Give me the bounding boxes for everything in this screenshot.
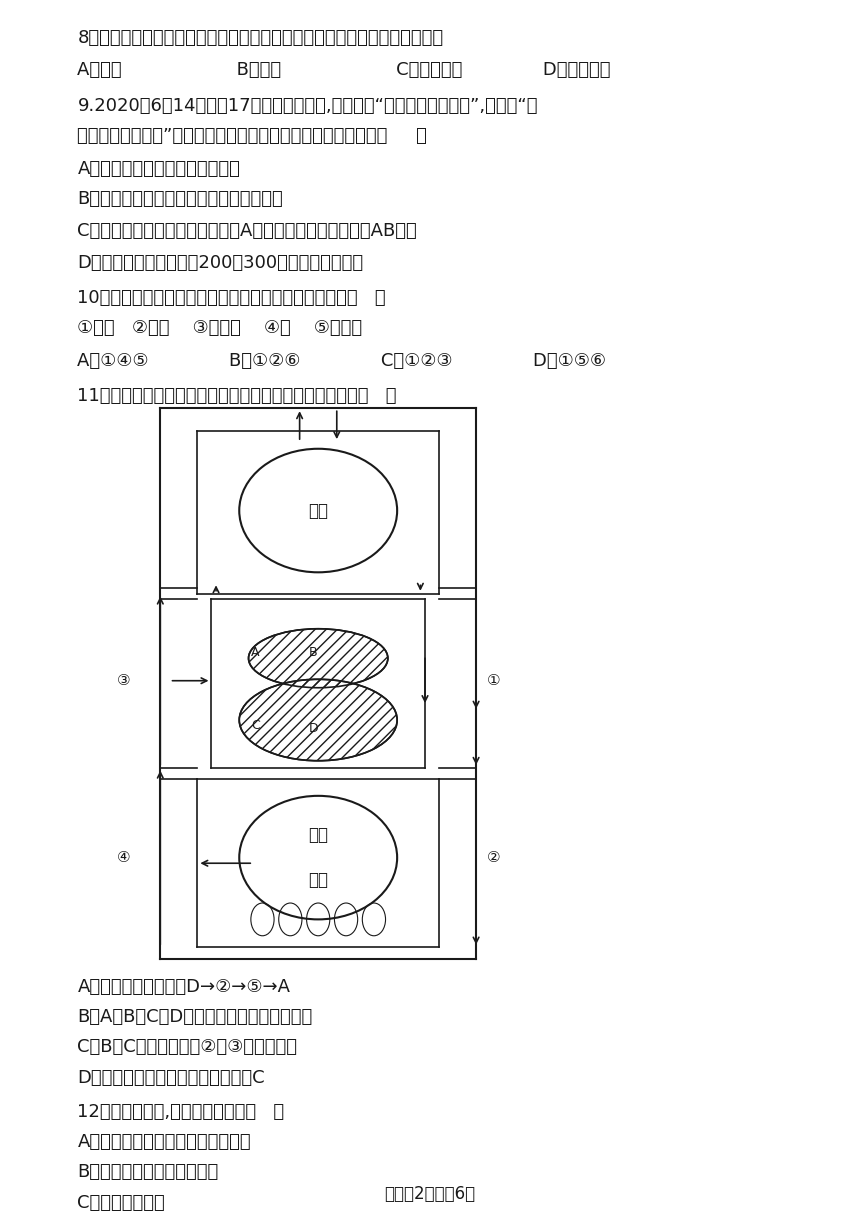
Text: 11．如图为人体血液循环示意图。下列相关描述正确的是（   ）: 11．如图为人体血液循环示意图。下列相关描述正确的是（ ） xyxy=(77,387,397,405)
Text: 试卷第2页，兲6页: 试卷第2页，兲6页 xyxy=(384,1186,476,1204)
Text: B．A和B及C和D之间有防止血液倒流的瓣膜: B．A和B及C和D之间有防止血液倒流的瓣膜 xyxy=(77,1008,313,1026)
Text: C: C xyxy=(251,719,260,732)
Text: C．在没有同型血的紧急情况下，A型血的人可以输入少量的AB型血: C．在没有同型血的紧急情况下，A型血的人可以输入少量的AB型血 xyxy=(77,223,417,240)
Text: C．海豚顶球表演: C．海豚顶球表演 xyxy=(77,1194,165,1211)
Text: A．动脉                    B．静脉                    C．毛细血管              D．以上都是: A．动脉 B．静脉 C．毛细血管 D．以上都是 xyxy=(77,61,611,79)
Text: D: D xyxy=(309,722,318,734)
Ellipse shape xyxy=(239,680,397,761)
Text: 血，让世界更健康”。下列关于输血和献血的叙述，不正确的是（     ）: 血，让世界更健康”。下列关于输血和献血的叙述，不正确的是（ ） xyxy=(77,128,427,146)
Text: B．对于严重贫血的患者应输入红细胞成分: B．对于严重贫血的患者应输入红细胞成分 xyxy=(77,191,283,208)
Text: A．①④⑤              B．①②⑥              C．①②③              D．①⑤⑥: A．①④⑤ B．①②⑥ C．①②③ D．①⑤⑥ xyxy=(77,351,606,370)
Text: 组织: 组织 xyxy=(308,826,329,844)
Text: 12．下列各项中,不属于反射的是（   ）: 12．下列各项中,不属于反射的是（ ） xyxy=(77,1103,285,1121)
Text: 细胞: 细胞 xyxy=(308,871,329,889)
Text: ③: ③ xyxy=(117,674,130,688)
Text: 8．在血液循环中，血液成分的发生变化，只能允许红细胞单行通过的血管是: 8．在血液循环中，血液成分的发生变化，只能允许红细胞单行通过的血管是 xyxy=(77,29,444,47)
Text: 10．下列营养物质中，能为人体生命活动提供能量的是（   ）: 10．下列营养物质中，能为人体生命活动提供能量的是（ ） xyxy=(77,288,386,306)
Text: 肺泡: 肺泡 xyxy=(308,501,329,519)
Text: ①糖类   ②脂肿    ③蛋白质    ④水    ⑤无机盐: ①糖类 ②脂肿 ③蛋白质 ④水 ⑤无机盐 xyxy=(77,319,363,337)
Text: A．含羞草受到触碰后小叶合拢下垂: A．含羞草受到触碰后小叶合拢下垂 xyxy=(77,1133,251,1150)
Text: B: B xyxy=(310,646,318,659)
Text: A．体循环的途径为：D→②→⑤→A: A．体循环的途径为：D→②→⑤→A xyxy=(77,978,291,996)
Text: ②: ② xyxy=(488,850,501,865)
Text: A．安全输血应以输同型血为原则: A．安全输血应以输同型血为原则 xyxy=(77,161,240,178)
Text: C．B和C内流静脉血，②和③内流动脉血: C．B和C内流静脉血，②和③内流动脉血 xyxy=(77,1038,298,1057)
Text: ④: ④ xyxy=(117,850,130,865)
Ellipse shape xyxy=(249,629,388,688)
Text: D．健康成年人每次献血200～300毫升不会影响健康: D．健康成年人每次献血200～300毫升不会影响健康 xyxy=(77,253,364,271)
Text: D．心脏四个腔室中肌肉壁最厚的是C: D．心脏四个腔室中肌肉壁最厚的是C xyxy=(77,1069,265,1087)
Text: ①: ① xyxy=(488,674,501,688)
Text: 9.2020年6月14日是第17个世界献血者日,其主题是“安全血液拯救生命”,口号是“献: 9.2020年6月14日是第17个世界献血者日,其主题是“安全血液拯救生命”,口… xyxy=(77,97,538,116)
Text: B．小刚同学踺开飞来的石头: B．小刚同学踺开飞来的石头 xyxy=(77,1164,218,1181)
Text: A: A xyxy=(251,646,260,659)
